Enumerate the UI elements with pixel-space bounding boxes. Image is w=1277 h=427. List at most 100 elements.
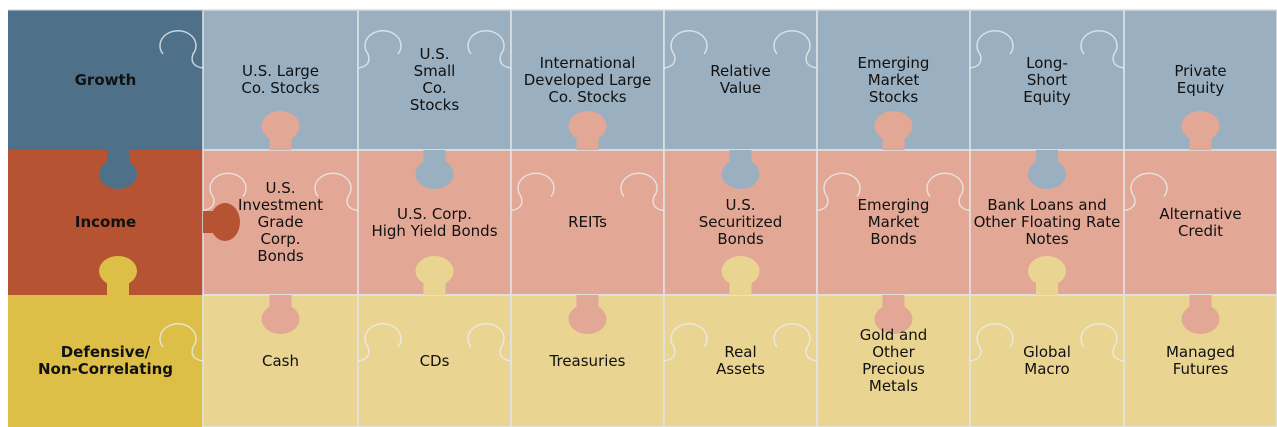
header-cell	[8, 295, 203, 427]
knob	[415, 159, 454, 189]
text-line: Bonds	[257, 247, 304, 265]
knob-outline	[620, 172, 665, 212]
text-line: Bonds	[717, 230, 764, 248]
knob	[1028, 159, 1066, 189]
knob-outline	[357, 29, 402, 69]
text-line: Real	[724, 343, 757, 361]
header-cell	[8, 10, 203, 150]
knob-outline	[314, 172, 359, 212]
piece-label: REITs	[511, 150, 664, 295]
knob	[1181, 111, 1220, 141]
piece-label: U.S. Large Co. Stocks	[203, 10, 358, 150]
knob	[1181, 304, 1220, 334]
text-line: Corp.	[260, 230, 301, 248]
text-line: Investment	[238, 196, 323, 214]
piece-label: Emerging Market Stocks	[817, 10, 970, 150]
text-line: REITs	[568, 213, 607, 231]
piece-label: Long- Short Equity	[970, 10, 1124, 150]
text-line: Long-	[1026, 53, 1068, 72]
piece-label: Treasuries	[511, 295, 664, 427]
knob-outline	[773, 29, 818, 69]
text-line: Equity	[1023, 87, 1071, 106]
text-line: Co. Stocks	[548, 87, 627, 106]
text-line: Non-Correlating	[37, 360, 174, 378]
knob-outline	[663, 29, 708, 69]
text-line: Securitized	[698, 213, 783, 231]
text-line: Growth	[74, 70, 137, 89]
piece	[816, 149, 971, 296]
knob	[261, 111, 300, 141]
piece-label: Bank Loans and Other Floating Rate Notes	[970, 150, 1124, 295]
knob	[721, 256, 760, 286]
text-line: U.S.	[725, 196, 756, 214]
knob-outline	[357, 322, 402, 362]
text-line: Co. Stocks	[241, 79, 320, 97]
text-line: Stocks	[409, 96, 460, 114]
knob	[874, 304, 913, 334]
knob	[721, 159, 760, 189]
knob-outline	[510, 172, 555, 212]
piece	[510, 149, 665, 296]
knob	[874, 111, 913, 141]
piece-label: Real Assets	[664, 295, 817, 427]
knob	[99, 256, 137, 286]
text-line: Assets	[716, 360, 765, 378]
knob-outline	[1123, 172, 1168, 212]
piece-label: Alternative Credit	[1124, 150, 1277, 295]
text-line: Precious	[862, 360, 925, 378]
text-line: Private	[1174, 62, 1227, 80]
text-line: Short	[1026, 70, 1068, 89]
piece-label: CDs	[358, 295, 511, 427]
knob-outline	[159, 322, 204, 362]
row-header: Defensive/Non-Correlating	[8, 295, 203, 427]
text-line: Credit	[1177, 221, 1224, 240]
text-line: Metals	[868, 377, 919, 395]
knob-outline	[969, 29, 1014, 69]
text-line: Market	[867, 70, 920, 89]
piece	[969, 294, 1125, 427]
text-line: CDs	[419, 351, 450, 370]
text-line: U.S. Large	[241, 62, 319, 80]
text-line: Stocks	[868, 87, 919, 106]
piece-label: Gold and Other Precious Metals	[817, 295, 970, 427]
piece-label: Cash	[203, 295, 358, 427]
text-line: U.S.	[265, 179, 296, 197]
text-line: Managed	[1165, 343, 1236, 361]
text-line: Defensive/	[60, 343, 151, 361]
text-line: Market	[867, 213, 920, 231]
text-line: Cash	[262, 351, 299, 370]
knob-outline	[1080, 322, 1125, 362]
text-line: Futures	[1172, 360, 1229, 378]
knob-outline	[663, 322, 708, 362]
piece-label: U.S. Small Co. Stocks	[358, 10, 511, 150]
knob-outline	[926, 172, 971, 212]
row-header: Income	[8, 150, 203, 295]
knob-outline	[467, 29, 512, 69]
knob	[210, 203, 240, 241]
text-line: U.S.	[419, 45, 450, 63]
knob-outline	[1080, 29, 1125, 69]
text-line: Other	[872, 343, 915, 361]
text-line: Income	[74, 213, 137, 231]
piece-label: U.S. Securitized Bonds	[664, 150, 817, 295]
knob	[568, 304, 607, 334]
knob-outline	[159, 29, 204, 69]
text-line: Macro	[1024, 360, 1070, 378]
knob	[415, 256, 454, 286]
text-line: Grade	[257, 213, 304, 231]
piece-label: Emerging Market Bonds	[817, 150, 970, 295]
knob-outline	[467, 322, 512, 362]
text-line: Treasuries	[549, 351, 626, 370]
knob-outline	[969, 322, 1014, 362]
piece	[663, 9, 818, 151]
text-line: Emerging	[857, 196, 930, 214]
text-line: Equity	[1176, 79, 1225, 97]
piece-label: Global Macro	[970, 295, 1124, 427]
text-line: Bonds	[870, 230, 917, 248]
text-line: U.S. Corp.	[397, 204, 472, 223]
knob-outline	[816, 172, 861, 212]
text-line: International	[539, 53, 636, 72]
text-line: Alternative	[1159, 204, 1242, 223]
